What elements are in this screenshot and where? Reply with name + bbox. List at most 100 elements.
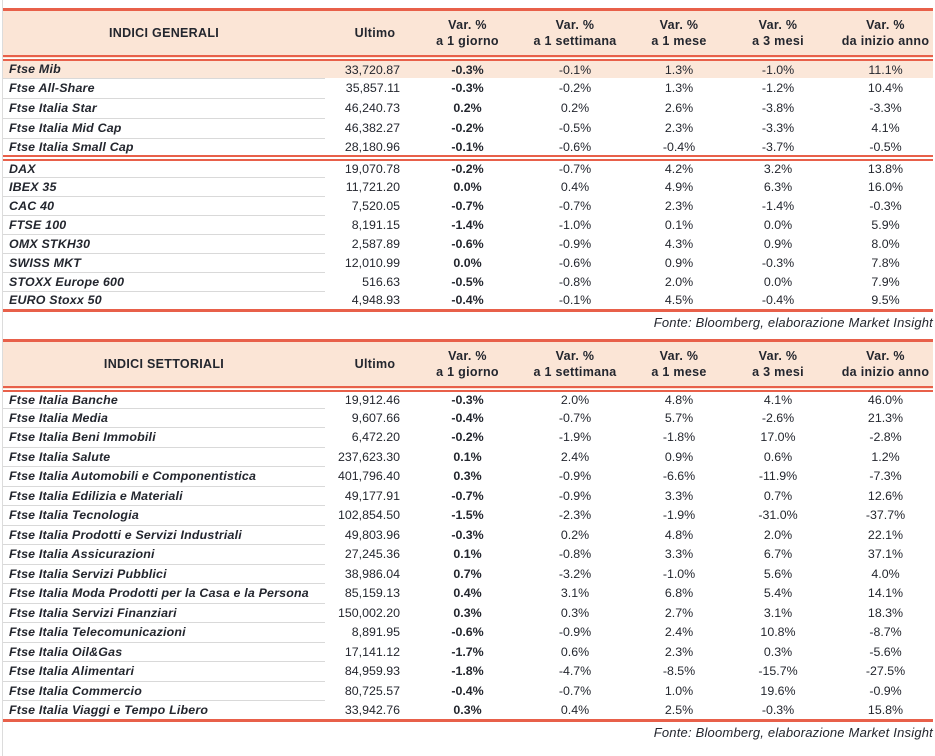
var-percent-value: 3.1% (560, 586, 590, 601)
ultimo-value: 49,803.96 (344, 527, 400, 542)
ultimo-value: 33,720.87 (325, 58, 425, 78)
var-percent-value: -1.9% (662, 508, 696, 523)
col-header-line2: a 3 mesi (752, 364, 804, 379)
var-percent-value: 37.1% (867, 547, 904, 562)
index-name: Ftse Italia Small Cap (3, 138, 325, 161)
var-percent-value: -1.4% (761, 198, 795, 213)
var-percent-value: 0.0% (453, 179, 482, 194)
italian-indices-group: Ftse Mib 33,720.87 -0.3% -0.1% 1.3% -1.0% 11.1… (3, 58, 933, 161)
index-name: FTSE 100 (3, 215, 325, 235)
col-header-var-3months: Var. % a 3 mesi (718, 340, 838, 392)
col-header-var-1week: Var. % a 1 settimana (510, 9, 640, 61)
var-percent-value: -0.4% (640, 138, 718, 161)
var-percent-value: 4.1% (763, 392, 793, 407)
var-percent-value: -0.4% (451, 292, 484, 307)
var-percent-value: 6.8% (664, 586, 694, 601)
var-percent-value: -7.3% (869, 469, 902, 484)
var-percent-value: 3.2% (763, 162, 793, 176)
var-percent-value: 1.3% (640, 58, 718, 78)
var-percent-value: -0.7% (558, 410, 592, 425)
var-percent-value: -0.2% (451, 121, 484, 135)
var-percent-value: -0.5% (451, 274, 484, 289)
var-percent-value: -1.0% (558, 217, 592, 232)
ultimo-value: 46,382.27 (344, 121, 400, 135)
var-percent-value: -1.2% (761, 81, 795, 95)
ultimo-value: 8,191.15 (351, 217, 400, 232)
ultimo-value: 6,472.20 (351, 430, 400, 445)
var-percent-value: 17.0% (760, 430, 796, 445)
var-percent-value: 0.4% (560, 179, 590, 194)
index-name: STOXX Europe 600 (3, 272, 325, 292)
var-percent-value: 0.3% (763, 644, 793, 659)
var-percent-value: 0.0% (763, 217, 793, 232)
general-indices-section: INDICI GENERALI Ultimo Var. % a 1 giorno… (0, 8, 935, 334)
var-percent-value: 0.1% (664, 217, 694, 232)
var-percent-value: -0.8% (558, 274, 592, 289)
sheet-left-gridline (2, 0, 3, 756)
var-percent-value: -1.0% (718, 58, 838, 78)
var-percent-value: -0.3% (451, 392, 484, 407)
index-name: Ftse Italia Star (3, 98, 325, 119)
index-name: SWISS MKT (3, 253, 325, 273)
var-percent-value: -0.9% (558, 625, 592, 640)
index-name: Ftse Italia Viaggi e Tempo Libero (3, 700, 325, 721)
table-row: EURO Stoxx 50 4,948.93 -0.4% -0.1% 4.5% -0.4%… (3, 291, 933, 311)
ultimo-value: 4,948.93 (351, 292, 400, 307)
var-percent-value: 5.6% (763, 566, 793, 581)
var-percent-value: 10.8% (760, 625, 796, 640)
var-percent-value: 0.0% (763, 274, 793, 289)
var-percent-value: 0.3% (560, 605, 590, 620)
ultimo-value: 38,986.04 (344, 566, 400, 581)
index-name: Ftse Italia Mid Cap (3, 118, 325, 139)
var-percent-value: 1.3% (664, 81, 694, 95)
var-percent-value: 5.4% (763, 586, 793, 601)
col-header-line2: a 1 settimana (533, 364, 617, 379)
var-percent-value: -27.5% (865, 664, 906, 679)
table-row: Ftse All-Share 35,857.11 -0.3% -0.2% 1.3% -1.… (3, 78, 933, 99)
var-percent-value: 10.4% (867, 81, 904, 95)
var-percent-value: -0.7% (558, 198, 592, 213)
sector-indices-group: Ftse Italia Banche 19,912.46 -0.3% 2.0% 4.8%… (3, 388, 933, 721)
var-percent-value: 2.0% (763, 527, 793, 542)
ultimo-value: 7,520.05 (351, 198, 400, 213)
table-row: Ftse Italia Commercio 80,725.57 -0.4% -0.7%… (3, 681, 933, 701)
var-percent-value: -1.9% (558, 430, 592, 445)
ultimo-value: 84,959.93 (344, 664, 400, 679)
var-percent-value: 0.0% (453, 255, 482, 270)
var-percent-value: -0.3% (425, 58, 510, 78)
var-percent-value: 4.8% (664, 527, 694, 542)
var-percent-value: -0.3% (761, 255, 795, 270)
table-row: Ftse Italia Automobili e Componentistica… (3, 466, 933, 487)
var-percent-value: 21.3% (867, 410, 904, 425)
col-header-var-1week: Var. % a 1 settimana (510, 340, 640, 392)
var-percent-value: -0.9% (558, 469, 592, 484)
table-title: INDICI SETTORIALI (3, 340, 325, 392)
col-header-line2: a 1 giorno (436, 364, 499, 379)
var-percent-value: 0.3% (453, 469, 482, 484)
ultimo-value: 11,721.20 (345, 179, 400, 194)
var-percent-value: 18.3% (867, 605, 904, 620)
var-percent-value: -0.9% (869, 683, 902, 698)
var-percent-value: 2.3% (664, 121, 694, 135)
sector-indices-section: INDICI SETTORIALI Ultimo Var. % a 1 gior… (0, 338, 935, 744)
var-percent-value: 22.1% (867, 527, 904, 542)
col-header-line2: a 1 mese (651, 364, 707, 379)
index-name: Ftse Italia Prodotti e Servizi Industria… (3, 525, 325, 545)
var-percent-value: -0.9% (558, 236, 592, 251)
ultimo-value: 85,159.13 (344, 586, 400, 601)
var-percent-value: 12.6% (867, 488, 904, 503)
col-header-line2: a 1 giorno (436, 34, 499, 48)
var-percent-value: -0.2% (451, 162, 484, 176)
var-percent-value: 0.2% (560, 527, 590, 542)
table-row: Ftse Italia Oil&Gas 17,141.12 -1.7% 0.6% 2.3… (3, 642, 933, 662)
var-percent-value: -0.6% (558, 255, 592, 270)
ultimo-value: 19,912.46 (344, 392, 400, 407)
var-percent-value: -1.5% (451, 508, 484, 523)
sector-indices-table: INDICI SETTORIALI Ultimo Var. % a 1 gior… (3, 338, 933, 722)
ultimo-value: 401,796.40 (337, 469, 400, 484)
index-name: Ftse Italia Servizi Pubblici (3, 564, 325, 584)
var-percent-value: -11.9% (758, 469, 798, 484)
table-row: DAX 19,070.78 -0.2% -0.7% 4.2% 3.2% 13.8% (3, 158, 933, 178)
col-header-line2: a 1 settimana (533, 34, 617, 48)
